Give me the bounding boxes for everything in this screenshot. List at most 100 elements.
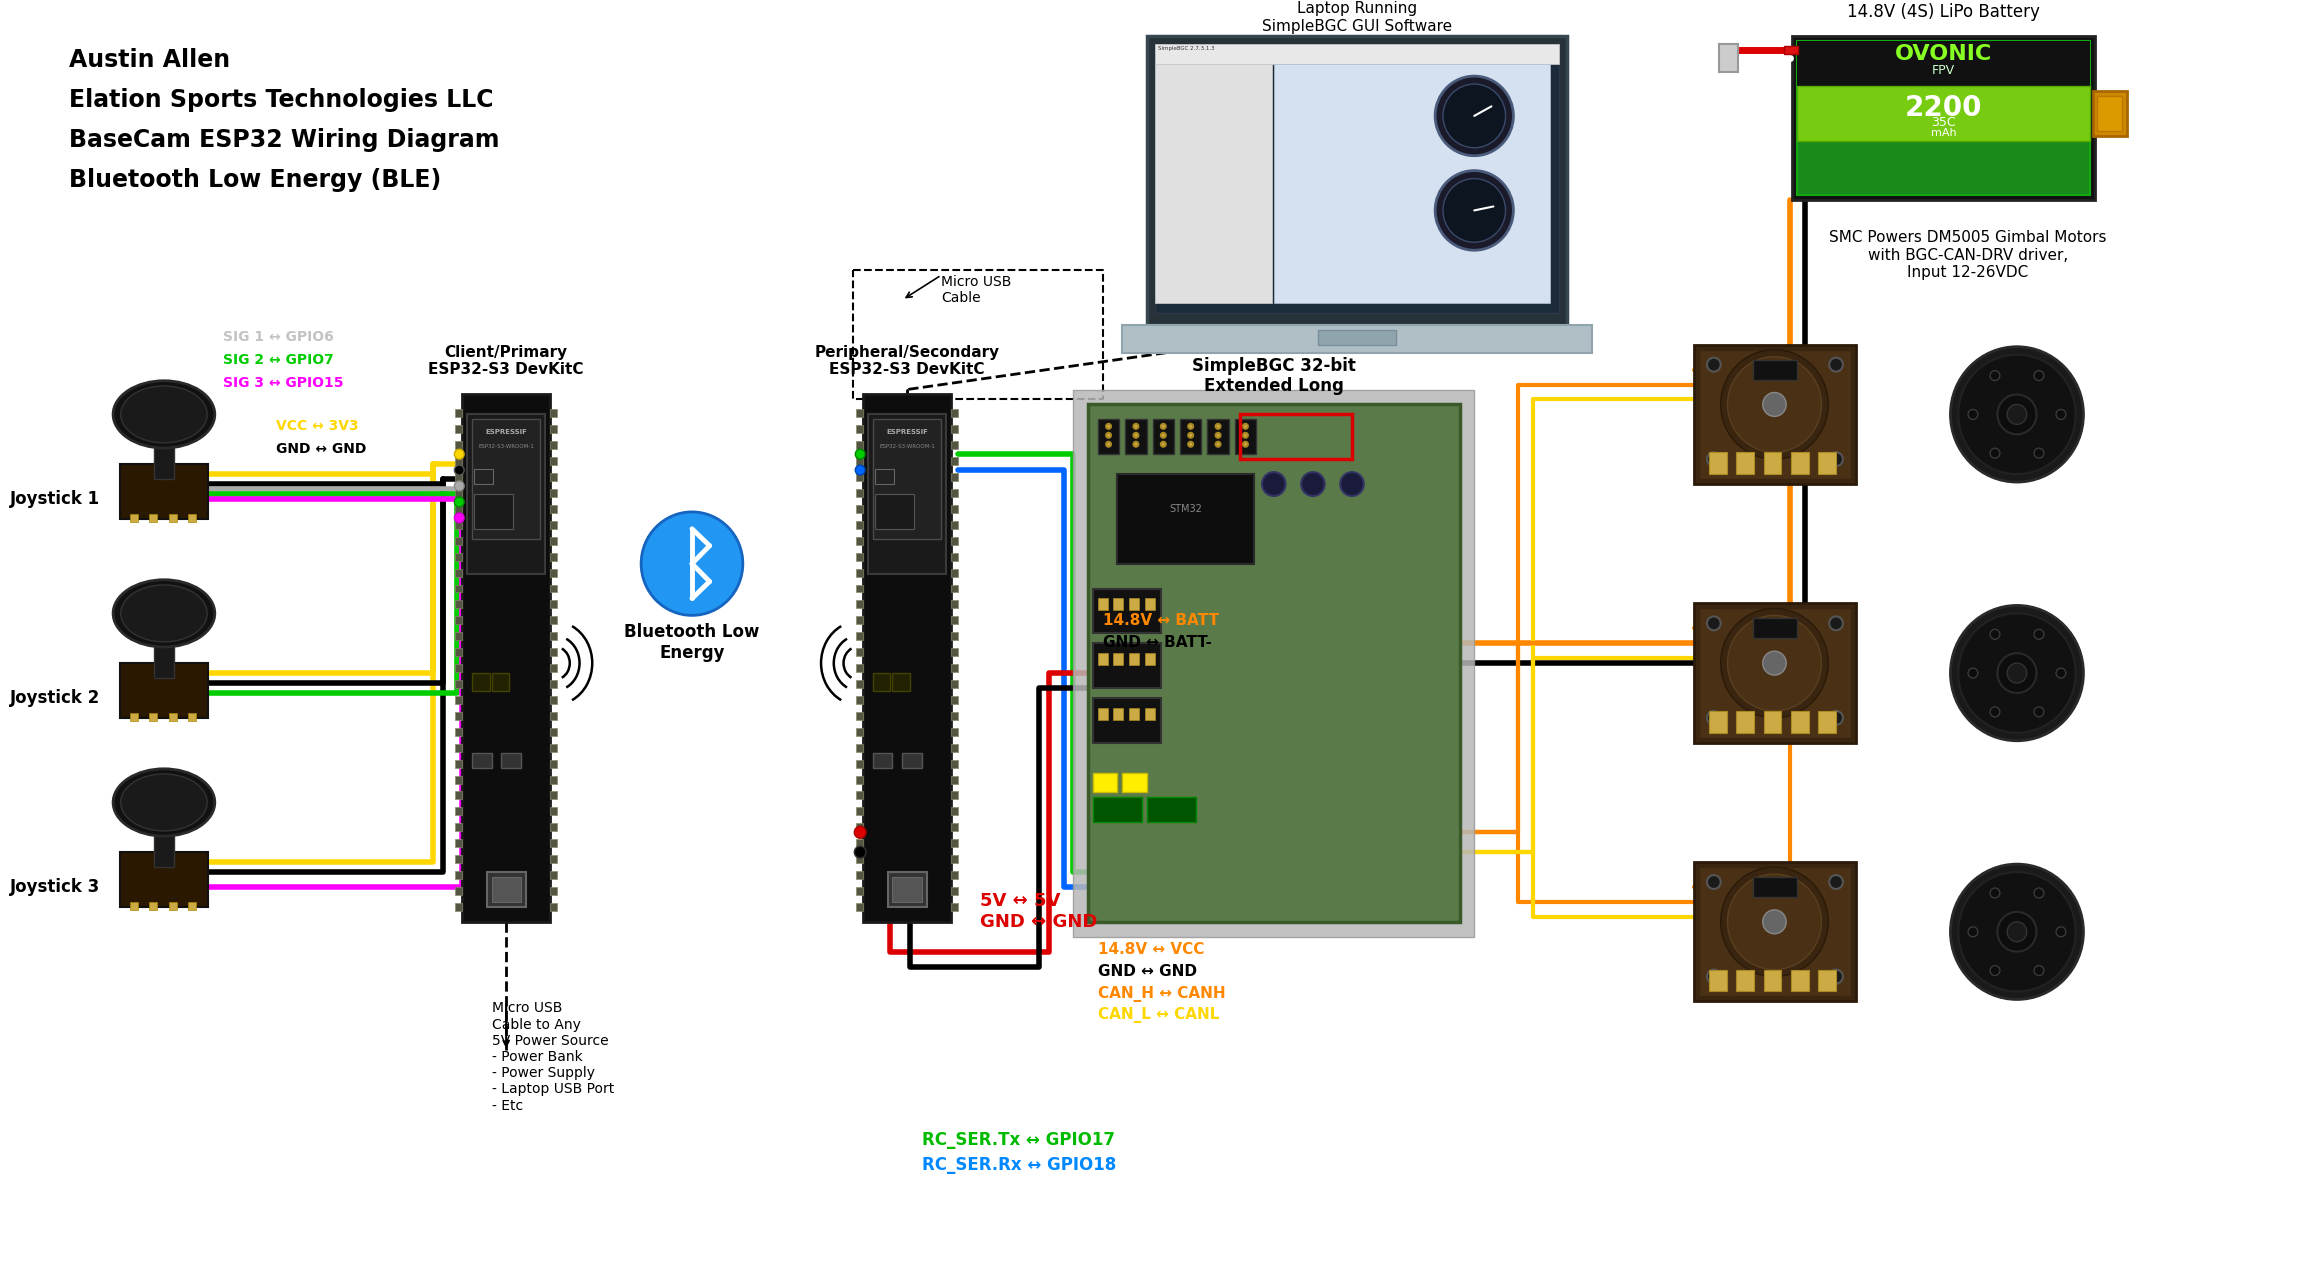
FancyBboxPatch shape bbox=[170, 713, 177, 721]
Circle shape bbox=[1989, 888, 2001, 898]
FancyBboxPatch shape bbox=[456, 505, 462, 513]
FancyBboxPatch shape bbox=[951, 824, 957, 831]
Text: RC_SER.Tx ↔ GPIO17: RC_SER.Tx ↔ GPIO17 bbox=[923, 1131, 1116, 1149]
FancyBboxPatch shape bbox=[951, 871, 957, 879]
FancyBboxPatch shape bbox=[1708, 711, 1727, 732]
Text: ESP32-S3-WROOM-1: ESP32-S3-WROOM-1 bbox=[479, 445, 535, 450]
FancyBboxPatch shape bbox=[456, 744, 462, 752]
FancyBboxPatch shape bbox=[855, 441, 862, 450]
FancyBboxPatch shape bbox=[551, 632, 558, 640]
FancyBboxPatch shape bbox=[1122, 325, 1592, 352]
FancyBboxPatch shape bbox=[1792, 36, 2096, 200]
FancyBboxPatch shape bbox=[951, 792, 957, 799]
Text: SimpleBGC 32-bit
Extended Long: SimpleBGC 32-bit Extended Long bbox=[1192, 357, 1355, 396]
Text: ESP32-S3-WROOM-1: ESP32-S3-WROOM-1 bbox=[878, 445, 934, 450]
FancyBboxPatch shape bbox=[2094, 91, 2126, 136]
Circle shape bbox=[855, 847, 867, 858]
FancyBboxPatch shape bbox=[551, 505, 558, 513]
FancyBboxPatch shape bbox=[855, 839, 862, 847]
Circle shape bbox=[1708, 970, 1720, 983]
Text: CAN_H ↔ CANH: CAN_H ↔ CANH bbox=[1097, 986, 1225, 1001]
FancyBboxPatch shape bbox=[153, 623, 174, 678]
FancyBboxPatch shape bbox=[170, 902, 177, 910]
Circle shape bbox=[1996, 394, 2036, 434]
FancyBboxPatch shape bbox=[855, 648, 862, 657]
FancyBboxPatch shape bbox=[855, 824, 862, 831]
FancyBboxPatch shape bbox=[1088, 405, 1459, 921]
Text: RC_SER.Rx ↔ GPIO18: RC_SER.Rx ↔ GPIO18 bbox=[923, 1155, 1116, 1173]
FancyBboxPatch shape bbox=[551, 680, 558, 687]
FancyBboxPatch shape bbox=[551, 490, 558, 497]
FancyBboxPatch shape bbox=[855, 569, 862, 577]
FancyBboxPatch shape bbox=[874, 753, 892, 767]
Text: Austin Allen: Austin Allen bbox=[70, 49, 230, 72]
FancyBboxPatch shape bbox=[153, 812, 174, 867]
FancyBboxPatch shape bbox=[1146, 599, 1155, 610]
FancyBboxPatch shape bbox=[456, 807, 462, 816]
Circle shape bbox=[1243, 433, 1248, 438]
FancyBboxPatch shape bbox=[188, 514, 195, 522]
FancyBboxPatch shape bbox=[1155, 44, 1559, 314]
FancyBboxPatch shape bbox=[951, 727, 957, 736]
Circle shape bbox=[1188, 442, 1192, 447]
Circle shape bbox=[855, 826, 867, 838]
Circle shape bbox=[1162, 433, 1167, 438]
FancyBboxPatch shape bbox=[855, 585, 862, 592]
FancyBboxPatch shape bbox=[1764, 970, 1780, 992]
FancyBboxPatch shape bbox=[1118, 474, 1255, 564]
FancyBboxPatch shape bbox=[855, 410, 862, 418]
FancyBboxPatch shape bbox=[1146, 36, 1566, 325]
Ellipse shape bbox=[1959, 873, 2075, 992]
FancyBboxPatch shape bbox=[1694, 862, 1855, 1001]
FancyBboxPatch shape bbox=[551, 839, 558, 847]
FancyBboxPatch shape bbox=[951, 807, 957, 816]
FancyBboxPatch shape bbox=[121, 852, 207, 907]
FancyBboxPatch shape bbox=[1817, 970, 1836, 992]
Circle shape bbox=[2034, 707, 2043, 717]
FancyBboxPatch shape bbox=[951, 600, 957, 608]
FancyBboxPatch shape bbox=[456, 473, 462, 481]
FancyBboxPatch shape bbox=[951, 712, 957, 720]
Text: 35C: 35C bbox=[1931, 116, 1957, 128]
Circle shape bbox=[1243, 424, 1248, 429]
FancyBboxPatch shape bbox=[1146, 708, 1155, 720]
Text: SMC Powers DM5005 Gimbal Motors
with BGC-CAN-DRV driver,
Input 12-26VDC: SMC Powers DM5005 Gimbal Motors with BGC… bbox=[1829, 230, 2108, 280]
Text: 14.8V ↔ BATT: 14.8V ↔ BATT bbox=[1102, 613, 1218, 628]
Circle shape bbox=[1762, 651, 1787, 675]
FancyBboxPatch shape bbox=[551, 871, 558, 879]
FancyBboxPatch shape bbox=[551, 473, 558, 481]
Text: Joystick 2: Joystick 2 bbox=[9, 689, 100, 707]
Circle shape bbox=[2008, 405, 2027, 424]
FancyBboxPatch shape bbox=[1796, 41, 2089, 86]
FancyBboxPatch shape bbox=[149, 902, 158, 910]
FancyBboxPatch shape bbox=[551, 776, 558, 784]
FancyBboxPatch shape bbox=[551, 441, 558, 450]
FancyBboxPatch shape bbox=[1817, 452, 1836, 474]
Text: 14.8V ↔ VCC: 14.8V ↔ VCC bbox=[1097, 942, 1204, 957]
FancyBboxPatch shape bbox=[1129, 653, 1139, 666]
FancyBboxPatch shape bbox=[551, 600, 558, 608]
FancyBboxPatch shape bbox=[1113, 653, 1122, 666]
FancyBboxPatch shape bbox=[551, 617, 558, 625]
FancyBboxPatch shape bbox=[551, 807, 558, 816]
FancyBboxPatch shape bbox=[855, 680, 862, 687]
FancyBboxPatch shape bbox=[951, 553, 957, 560]
FancyBboxPatch shape bbox=[1736, 711, 1755, 732]
FancyBboxPatch shape bbox=[951, 759, 957, 767]
FancyBboxPatch shape bbox=[1792, 452, 1808, 474]
FancyBboxPatch shape bbox=[874, 493, 913, 529]
Text: Joystick 3: Joystick 3 bbox=[9, 878, 100, 896]
FancyBboxPatch shape bbox=[1736, 970, 1755, 992]
FancyBboxPatch shape bbox=[130, 902, 137, 910]
FancyBboxPatch shape bbox=[951, 537, 957, 545]
FancyBboxPatch shape bbox=[1206, 419, 1229, 454]
Ellipse shape bbox=[1959, 613, 2075, 732]
Circle shape bbox=[2034, 965, 2043, 975]
FancyBboxPatch shape bbox=[149, 514, 158, 522]
Circle shape bbox=[1727, 616, 1822, 711]
FancyBboxPatch shape bbox=[1752, 618, 1796, 639]
FancyBboxPatch shape bbox=[1796, 86, 2089, 141]
FancyBboxPatch shape bbox=[1155, 64, 1271, 303]
FancyBboxPatch shape bbox=[456, 696, 462, 704]
Text: Bluetooth Low
Energy: Bluetooth Low Energy bbox=[625, 623, 760, 662]
